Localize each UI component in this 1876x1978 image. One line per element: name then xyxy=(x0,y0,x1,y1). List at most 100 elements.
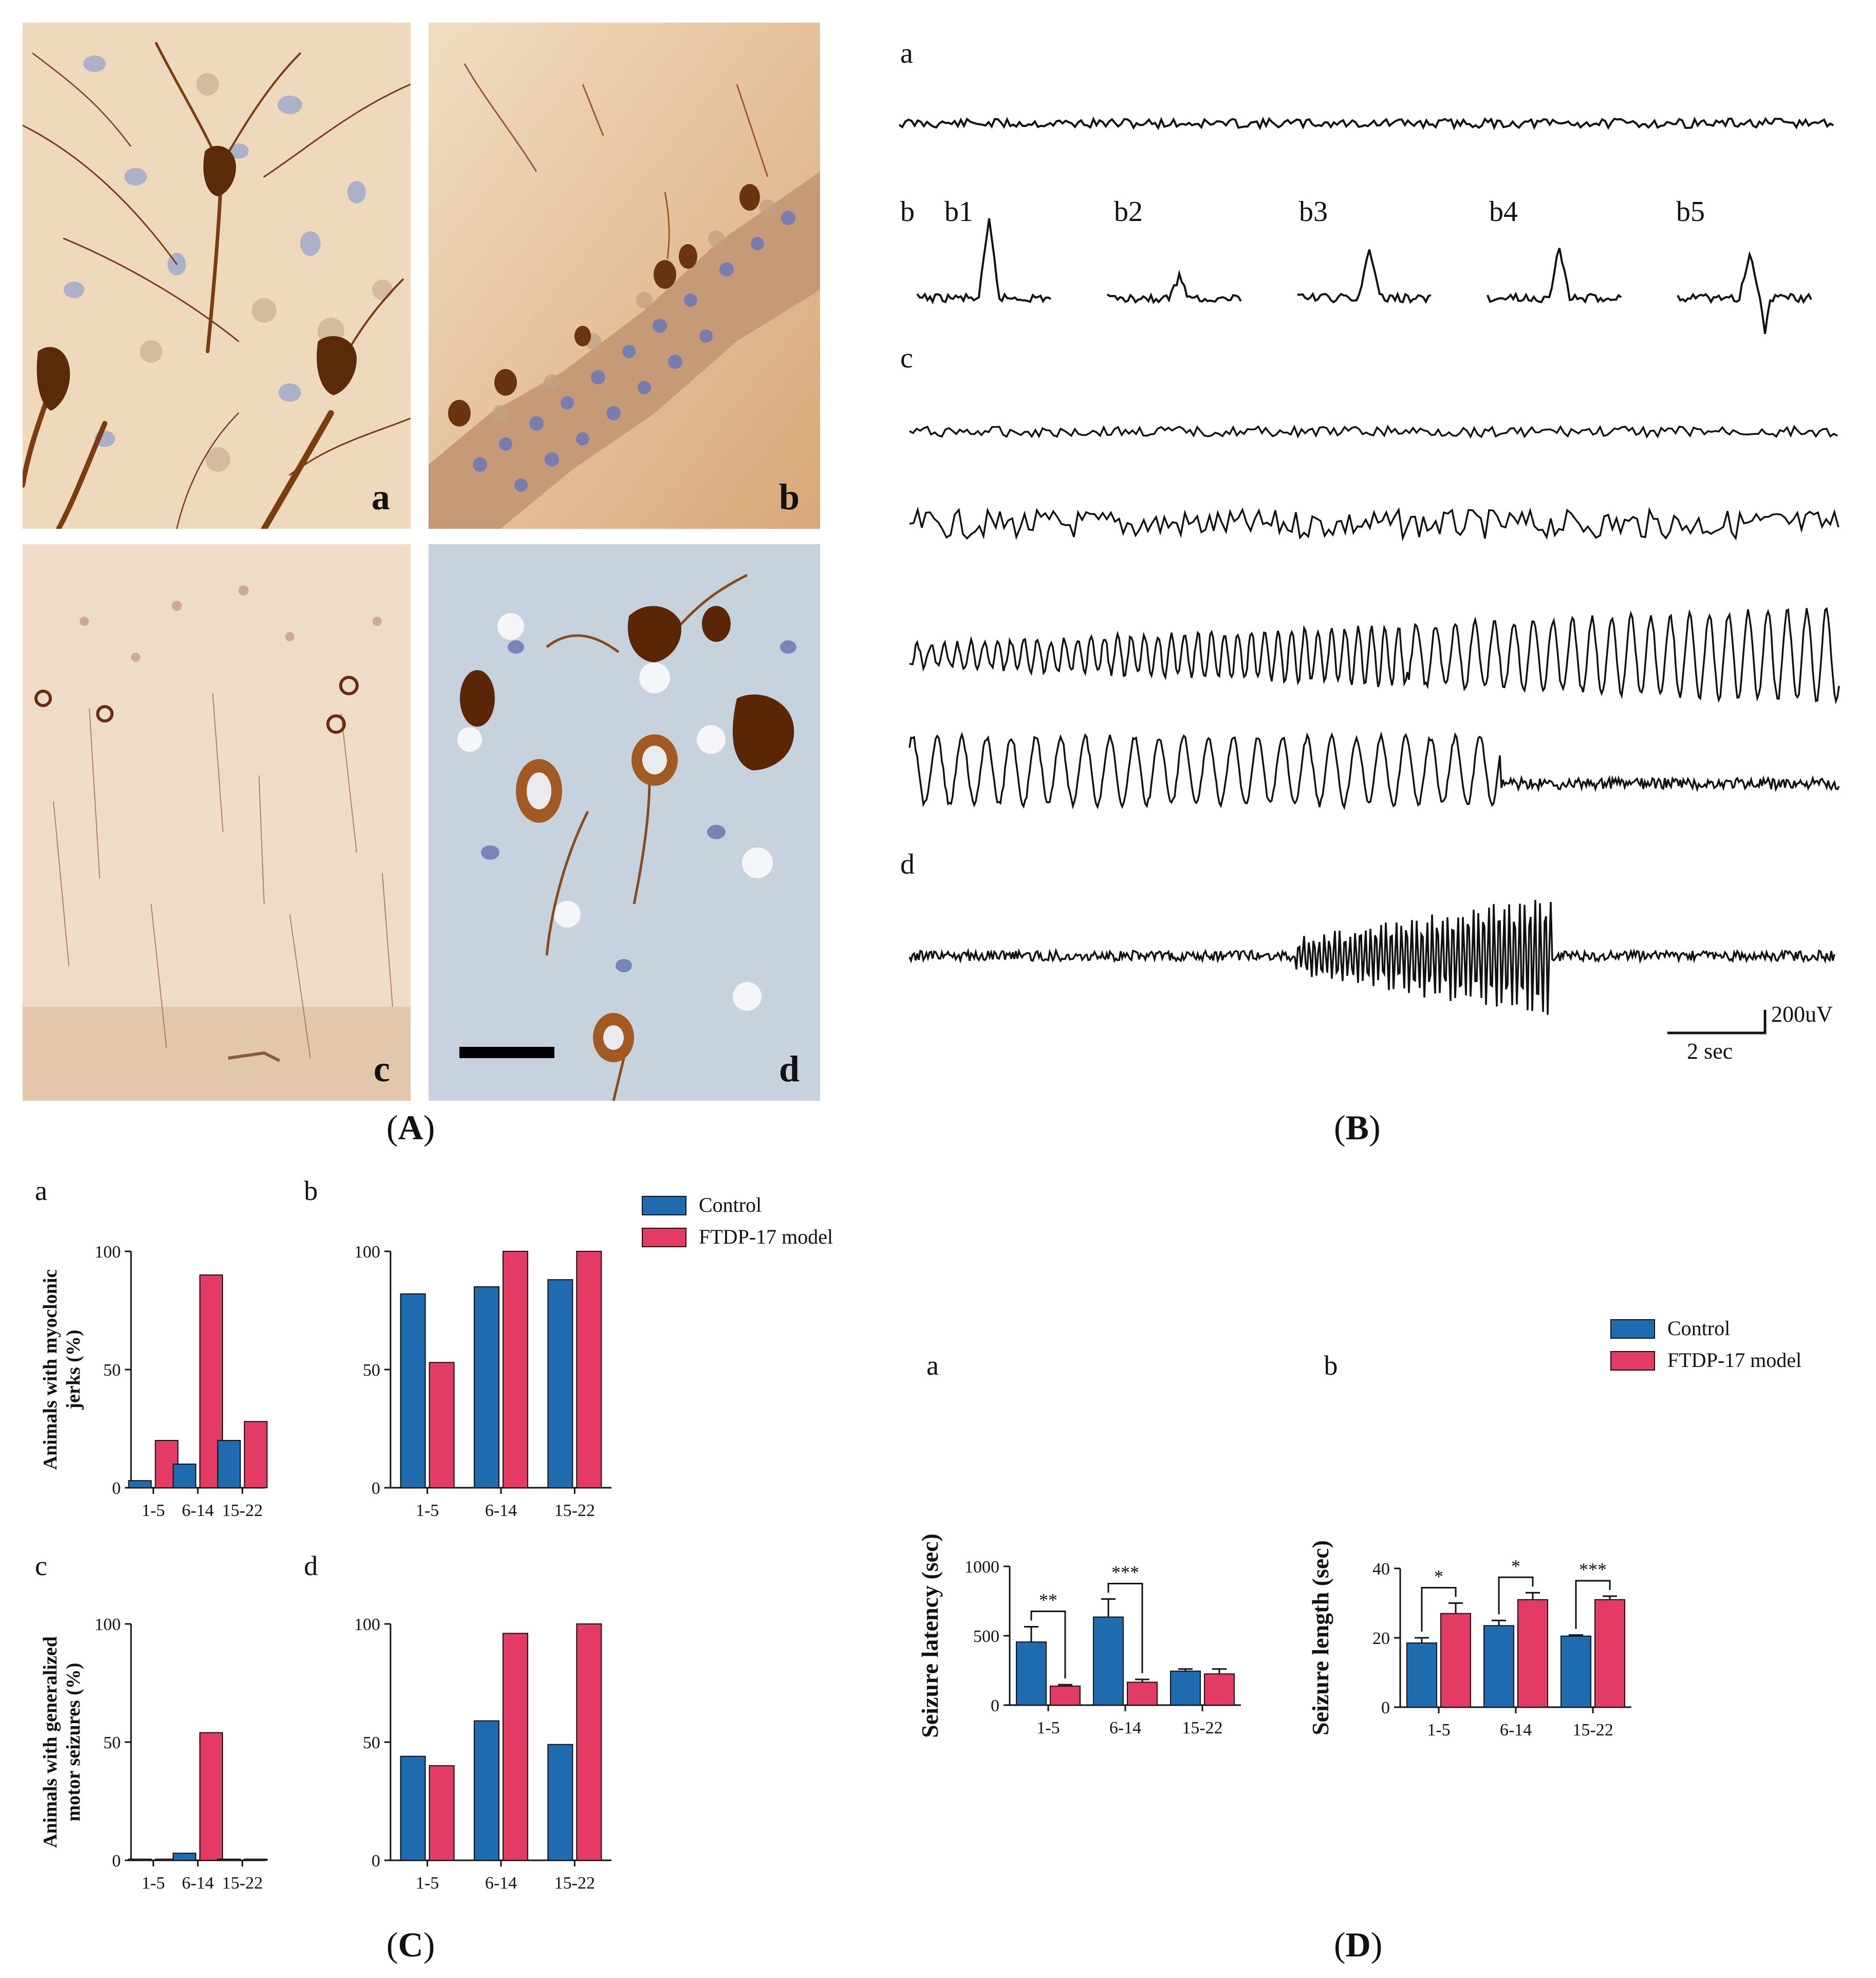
c-d-ytick-label: 100 xyxy=(354,1615,380,1634)
c-d-xtick-label: 1-5 xyxy=(416,1874,439,1893)
c-d-letter: d xyxy=(304,1550,318,1581)
d-a-bar-model xyxy=(1050,1686,1081,1706)
d-a-letter: a xyxy=(926,1350,939,1381)
d-a-bar-control xyxy=(1016,1641,1047,1706)
d-a-bar-model xyxy=(1204,1673,1235,1706)
d-b-sig-bracket xyxy=(1575,1580,1611,1629)
c-c-bar-control xyxy=(217,1858,241,1861)
c-c-bar-model xyxy=(244,1858,268,1861)
scale-bar xyxy=(459,1047,554,1058)
c-d-ytick-label: 0 xyxy=(372,1852,380,1871)
c-b-letter: b xyxy=(304,1175,318,1206)
micrograph-a-letter: a xyxy=(372,476,390,517)
eeg-label-b1: b1 xyxy=(944,196,973,228)
legend-c-swatch-control xyxy=(642,1196,686,1215)
c-b-bar-control xyxy=(400,1293,426,1489)
eeg-label-c: c xyxy=(900,342,913,374)
panel-label-d: (D) xyxy=(1334,1925,1383,1964)
c-a-ytick-label: 100 xyxy=(95,1243,121,1262)
d-a-sig-stars: ** xyxy=(1039,1589,1057,1610)
c-a-xtick-label: 15-22 xyxy=(222,1501,263,1520)
panel-a-micrographs: a xyxy=(23,23,820,1101)
c-c-bar-control xyxy=(173,1853,196,1861)
c-b-bar-model xyxy=(429,1362,455,1488)
legend-c-swatch-model xyxy=(642,1228,686,1247)
eeg-trace-b xyxy=(916,218,1812,334)
scale-label-amplitude: 200uV xyxy=(1771,1002,1833,1027)
c-d-bar-model xyxy=(576,1623,602,1861)
c-c-ylabel-line2: motor seizures (%) xyxy=(63,1663,84,1822)
c-b-bar-control xyxy=(547,1279,573,1488)
d-b-xtick-label: 6-14 xyxy=(1500,1721,1532,1740)
c-d-bar-control xyxy=(474,1720,499,1861)
micrograph-c: c xyxy=(23,544,411,1101)
c-d-bar-model xyxy=(429,1765,455,1861)
legend-c-label-control: Control xyxy=(699,1193,761,1216)
legend-d-swatch-model xyxy=(1610,1351,1655,1371)
c-a-bar-control xyxy=(217,1440,241,1488)
c-d-ytick-label: 50 xyxy=(363,1733,380,1752)
panel-label-b: (B) xyxy=(1334,1108,1381,1147)
c-b-xtick-label: 6-14 xyxy=(485,1501,517,1520)
eeg-trace-d xyxy=(908,900,1835,1015)
micrograph-c-letter: c xyxy=(374,1048,390,1089)
d-a-sig-bracket xyxy=(1030,1610,1066,1679)
c-c-letter: c xyxy=(35,1550,47,1581)
c-c-ytick-label: 100 xyxy=(95,1615,121,1634)
d-b-ytick-label: 0 xyxy=(1381,1698,1390,1717)
d-b-sig-stars: * xyxy=(1434,1566,1443,1587)
eeg-label-a: a xyxy=(900,38,913,69)
d-b-xtick-label: 1-5 xyxy=(1427,1721,1450,1740)
d-b-bar-model xyxy=(1517,1599,1548,1708)
micrograph-b: b xyxy=(429,23,820,529)
c-a-ytick-label: 0 xyxy=(112,1479,121,1498)
eeg-label-b4: b4 xyxy=(1489,196,1518,228)
micrograph-d-letter: d xyxy=(778,1048,800,1089)
c-b-xtick-label: 1-5 xyxy=(416,1501,439,1520)
c-c-xtick-label: 15-22 xyxy=(222,1874,263,1893)
d-a-ylabel: Seizure latency (sec) xyxy=(917,1533,943,1738)
eeg-label-b2: b2 xyxy=(1114,196,1143,228)
scale-bar-b xyxy=(1667,1010,1767,1034)
d-a-sig-stars: *** xyxy=(1111,1562,1139,1582)
c-a-ytick-label: 50 xyxy=(103,1361,121,1380)
d-b-sig-stars: *** xyxy=(1579,1559,1607,1580)
scale-label-time: 2 sec xyxy=(1687,1039,1733,1064)
c-c-xtick-label: 6-14 xyxy=(182,1874,214,1893)
c-a-ylabel-line2: jerks (%) xyxy=(63,1329,84,1410)
micrograph-d-image xyxy=(429,544,820,1101)
d-a-xtick-label: 1-5 xyxy=(1036,1718,1060,1737)
charts-layer: a 0 50 100 1-5 6-14 15-22 Animals with myocloni… xyxy=(35,1175,1801,1893)
d-b-ytick-label: 40 xyxy=(1372,1560,1390,1579)
legend-d-swatch-control xyxy=(1610,1319,1655,1339)
c-d-xtick-label: 6-14 xyxy=(485,1874,517,1893)
d-a-xtick-label: 6-14 xyxy=(1109,1718,1141,1737)
d-b-sig-bracket xyxy=(1421,1587,1457,1632)
c-d-bar-control xyxy=(547,1744,573,1861)
d-b-bar-model xyxy=(1440,1613,1471,1708)
d-b-sig-stars: * xyxy=(1511,1556,1520,1576)
d-a-bar-control xyxy=(1093,1616,1124,1706)
c-a-xtick-label: 6-14 xyxy=(182,1501,214,1520)
c-b-ytick-label: 50 xyxy=(363,1361,380,1380)
c-c-xtick-label: 1-5 xyxy=(142,1874,165,1893)
c-d-bar-control xyxy=(400,1755,426,1861)
c-c-bar-control xyxy=(128,1858,152,1861)
micrograph-a: a xyxy=(23,23,411,529)
c-a-xtick-label: 1-5 xyxy=(142,1501,165,1520)
d-a-ytick-label: 500 xyxy=(973,1627,999,1646)
micrograph-c-image xyxy=(23,544,411,1101)
d-b-letter: b xyxy=(1324,1350,1338,1381)
c-c-ylabel-line1: Animals with generalized xyxy=(40,1636,61,1848)
c-b-bar-model xyxy=(503,1251,528,1488)
micrograph-b-image xyxy=(429,23,820,529)
c-b-xtick-label: 15-22 xyxy=(554,1501,595,1520)
d-a-sig-bracket xyxy=(1107,1582,1143,1674)
c-a-letter: a xyxy=(35,1175,47,1206)
c-a-ylabel-line1: Animals with myoclonic xyxy=(40,1269,61,1470)
c-c-ytick-label: 50 xyxy=(103,1733,121,1752)
legend-d-label-model: FTDP-17 model xyxy=(1667,1348,1801,1372)
eeg-label-d: d xyxy=(900,848,915,880)
d-a-ytick-label: 1000 xyxy=(964,1558,999,1577)
panel-label-a: (A) xyxy=(386,1108,435,1147)
